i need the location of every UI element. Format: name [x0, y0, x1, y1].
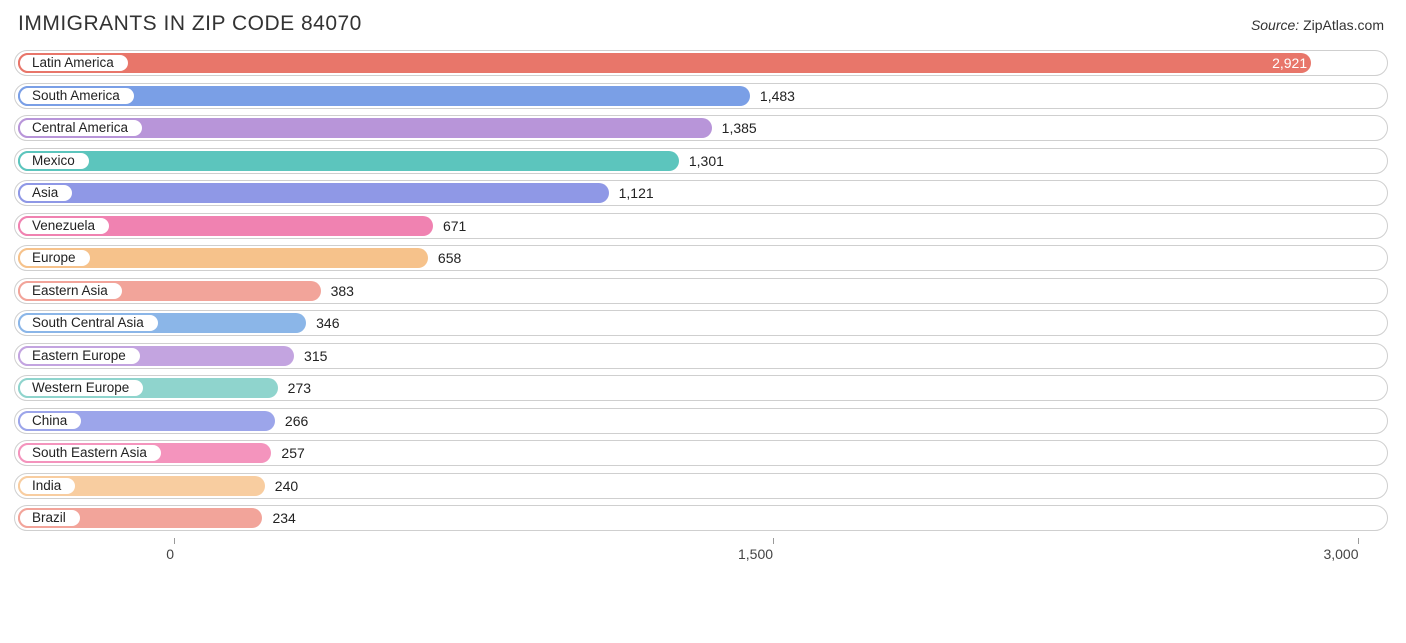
chart-source: Source: ZipAtlas.com	[1251, 17, 1384, 33]
bars-container: Latin America 2,921 South America 1,483 Cent…	[14, 50, 1388, 531]
axis-tick: 0	[170, 538, 178, 564]
table-row: Eastern Asia 383	[14, 278, 1388, 304]
bar-label-pill: Western Europe	[18, 378, 145, 398]
tick-label: 1,500	[738, 546, 773, 562]
bar-value: 346	[316, 311, 339, 335]
tick-line	[1358, 538, 1359, 544]
bar-value: 383	[331, 279, 354, 303]
bar-label-pill: Venezuela	[18, 216, 111, 236]
bar-label-pill: South Eastern Asia	[18, 443, 163, 463]
source-value: ZipAtlas.com	[1303, 17, 1384, 33]
bar-label-pill: South America	[18, 86, 136, 106]
tick-line	[174, 538, 175, 544]
bar-fill	[18, 151, 679, 171]
table-row: Central America 1,385	[14, 115, 1388, 141]
bar-value: 1,385	[722, 116, 757, 140]
axis-tick: 3,000	[1341, 538, 1376, 564]
bar-label-pill: Central America	[18, 118, 144, 138]
bar-label-pill: Mexico	[18, 151, 91, 171]
bar-label-pill: Eastern Europe	[18, 346, 142, 366]
bar-value: 671	[443, 214, 466, 238]
bar-fill	[18, 183, 609, 203]
bar-value: 234	[272, 506, 295, 530]
table-row: Asia 1,121	[14, 180, 1388, 206]
bar-label-pill: Eastern Asia	[18, 281, 124, 301]
bar-value: 257	[281, 441, 304, 465]
bar-label-pill: Europe	[18, 248, 92, 268]
bar-label-pill: South Central Asia	[18, 313, 160, 333]
bar-value: 273	[288, 376, 311, 400]
table-row: South Central Asia 346	[14, 310, 1388, 336]
bar-value: 315	[304, 344, 327, 368]
table-row: South Eastern Asia 257	[14, 440, 1388, 466]
table-row: India 240	[14, 473, 1388, 499]
bar-value: 240	[275, 474, 298, 498]
bar-label-pill: Asia	[18, 183, 74, 203]
bar-value: 1,483	[760, 84, 795, 108]
table-row: Western Europe 273	[14, 375, 1388, 401]
chart-title: IMMIGRANTS IN ZIP CODE 84070	[18, 12, 362, 36]
table-row: Eastern Europe 315	[14, 343, 1388, 369]
bar-chart: Latin America 2,921 South America 1,483 Cent…	[14, 50, 1388, 566]
bar-label-pill: India	[18, 476, 77, 496]
bar-value: 1,121	[619, 181, 654, 205]
table-row: Venezuela 671	[14, 213, 1388, 239]
tick-label: 3,000	[1323, 546, 1358, 562]
table-row: China 266	[14, 408, 1388, 434]
table-row: Latin America 2,921	[14, 50, 1388, 76]
axis-tick: 1,500	[756, 538, 791, 564]
table-row: South America 1,483	[14, 83, 1388, 109]
chart-header: IMMIGRANTS IN ZIP CODE 84070 Source: Zip…	[14, 12, 1388, 36]
table-row: Mexico 1,301	[14, 148, 1388, 174]
bar-value: 2,921	[1272, 51, 1307, 75]
tick-line	[773, 538, 774, 544]
tick-label: 0	[166, 546, 174, 562]
bar-label-pill: Latin America	[18, 53, 130, 73]
bar-fill	[18, 53, 1311, 73]
x-axis: 0 1,500 3,000	[14, 538, 1388, 566]
bar-value: 266	[285, 409, 308, 433]
bar-value: 1,301	[689, 149, 724, 173]
bar-label-pill: China	[18, 411, 83, 431]
table-row: Europe 658	[14, 245, 1388, 271]
table-row: Brazil 234	[14, 505, 1388, 531]
bar-value: 658	[438, 246, 461, 270]
bar-label-pill: Brazil	[18, 508, 82, 528]
source-label: Source:	[1251, 17, 1299, 33]
